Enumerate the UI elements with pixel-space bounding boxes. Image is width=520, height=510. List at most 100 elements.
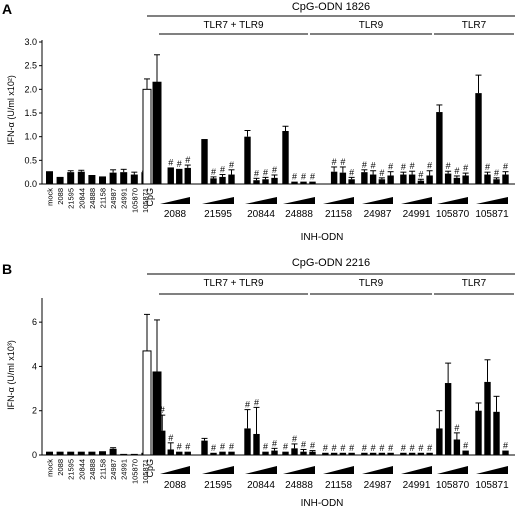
y-tick-label: 6: [32, 317, 37, 327]
y-tick-label: 2: [32, 406, 37, 416]
dose-ramp-icon: [160, 466, 190, 474]
control-bar: [67, 172, 75, 184]
significance-mark: #: [371, 443, 376, 453]
significance-mark: #: [454, 166, 459, 176]
inh-bar: [426, 175, 433, 184]
inh-bar: [184, 167, 191, 184]
control-label: 21595: [67, 459, 76, 480]
significance-mark: #: [323, 443, 328, 453]
inh-bar: [453, 177, 461, 184]
inh-bar: [462, 450, 469, 455]
inh-bar: [400, 174, 407, 184]
significance-mark: #: [379, 443, 384, 453]
significance-mark: #: [463, 441, 468, 451]
significance-mark: #: [245, 400, 250, 410]
inh-bar: [271, 450, 278, 455]
significance-mark: #: [292, 434, 297, 444]
dose-ramp-icon: [401, 466, 432, 474]
receptor-group-label: TLR9: [359, 278, 384, 289]
dose-ramp-icon: [323, 197, 354, 204]
y-tick-label: 0.0: [24, 179, 37, 189]
control-label: 105870: [130, 188, 139, 213]
inh-group-label: 105871: [475, 209, 509, 220]
inh-bar: [462, 175, 469, 184]
control-label: 2088: [56, 188, 65, 205]
inh-bar: [309, 451, 316, 455]
control-bar: [130, 174, 138, 184]
inh-bar: [369, 452, 377, 455]
inh-group-label: 21595: [204, 209, 232, 220]
dose-ramp-icon: [362, 197, 393, 204]
significance-mark: #: [410, 161, 415, 171]
inh-bar: [502, 450, 509, 455]
inh-group-label: 21158: [325, 480, 353, 491]
significance-mark: #: [185, 442, 190, 452]
dose-ramp-icon: [362, 466, 393, 474]
dose-ramp-icon: [437, 197, 468, 204]
inh-bar: [378, 452, 386, 455]
inh-bar: [262, 451, 269, 455]
inh-bar: [322, 452, 329, 455]
chart-title: CpG-ODN 1826: [292, 1, 370, 13]
control-bar: [77, 451, 85, 455]
significance-mark: #: [410, 443, 415, 453]
inh-group-label: 24888: [285, 209, 313, 220]
significance-mark: #: [401, 443, 406, 453]
control-bar: [46, 171, 53, 184]
significance-mark: #: [362, 160, 367, 170]
control-label: mock: [46, 459, 55, 477]
inh-bar: [176, 451, 183, 455]
significance-mark: #: [340, 443, 345, 453]
control-label: 105870: [130, 459, 139, 484]
significance-mark: #: [494, 168, 499, 178]
inh-bar: [453, 439, 461, 455]
inh-bar: [219, 176, 226, 184]
significance-mark: #: [485, 162, 490, 172]
significance-mark: #: [211, 443, 216, 453]
inh-bar: [291, 181, 298, 184]
inh-group-label: 20844: [247, 209, 275, 220]
dose-ramp-icon: [245, 466, 277, 474]
inh-group-label: 105871: [475, 480, 509, 491]
dose-ramp-icon: [323, 466, 354, 474]
control-bar: [46, 451, 53, 455]
inh-bar: [291, 448, 298, 455]
inh-bar: [502, 174, 509, 184]
y-tick-label: 0.5: [24, 155, 37, 165]
significance-mark: #: [168, 157, 173, 167]
dose-ramp-icon: [437, 466, 468, 474]
inh-group-label: 24991: [403, 480, 431, 491]
y-axis-label: IFN-α (U/ml x10³): [6, 340, 16, 410]
significance-mark: #: [254, 397, 259, 407]
significance-mark: #: [177, 442, 182, 452]
inh-bar: [493, 411, 500, 455]
significance-mark: #: [388, 162, 393, 172]
inh-group-label: 2088: [164, 209, 187, 220]
inh-bar: [493, 179, 500, 184]
control-bar: [109, 172, 117, 184]
inh-group-label: 105870: [436, 209, 470, 220]
control-bar: [109, 448, 117, 455]
control-label: 24888: [88, 188, 97, 209]
inh-bar: [484, 381, 491, 455]
significance-mark: #: [349, 443, 354, 453]
dose-ramp-icon: [160, 197, 190, 204]
control-bar: [77, 171, 85, 184]
significance-mark: #: [177, 159, 182, 169]
inh-bar: [210, 452, 217, 455]
significance-mark: #: [379, 168, 384, 178]
cpg-label: CpG: [145, 459, 155, 478]
significance-mark: #: [272, 165, 277, 175]
panel-A: A CpG-ODN 1826 TLR7 + TLR9 TLR9 TLR7 0.0 0.5 1.…: [2, 1, 515, 243]
significance-mark: #: [263, 442, 268, 452]
inh-bar: [400, 452, 407, 455]
y-axis-label: IFN-α (U/ml x10²): [6, 75, 16, 145]
control-label: 24987: [109, 459, 118, 480]
inh-bar: [309, 181, 316, 184]
inh-bar: [475, 410, 482, 455]
control-bar: [99, 451, 106, 455]
inh-bar: [436, 112, 443, 184]
control-bar: [56, 451, 64, 455]
significance-mark: #: [463, 163, 468, 173]
chart-title: CpG-ODN 2216: [292, 257, 370, 269]
